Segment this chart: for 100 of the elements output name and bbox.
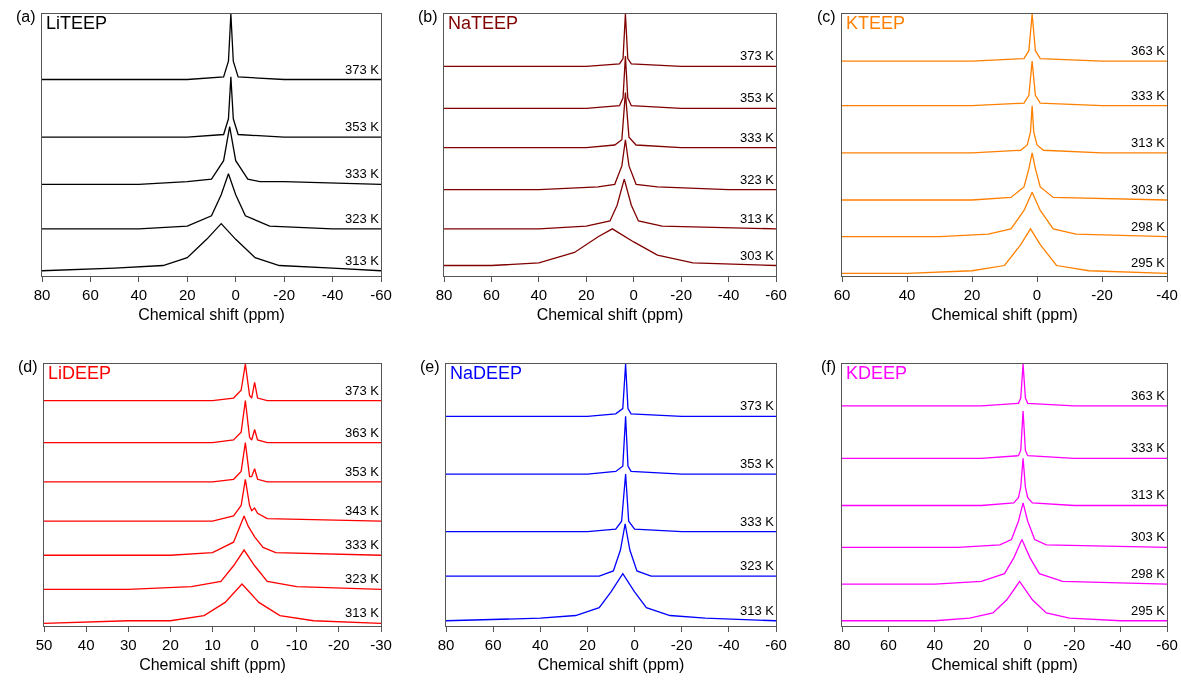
- x-tick-label: -10: [285, 636, 308, 654]
- series-label: 313 K: [740, 603, 775, 618]
- x-tick-label: 20: [579, 636, 596, 654]
- series-label: 333 K: [345, 166, 380, 181]
- series-label: 298 K: [1131, 566, 1166, 581]
- x-tick-label: -30: [370, 636, 392, 654]
- series-label: 333 K: [1131, 440, 1166, 455]
- text: (a): [16, 8, 36, 25]
- series-label: 313 K: [1131, 135, 1166, 150]
- series-label: 313 K: [345, 605, 380, 620]
- series-label: 373 K: [345, 383, 380, 398]
- series-label: 323 K: [345, 211, 380, 226]
- text: (d): [18, 358, 38, 375]
- chart-title: KTEEP: [846, 12, 906, 33]
- x-tick-label: 20: [963, 286, 981, 304]
- x-tick-label: 0: [629, 286, 638, 304]
- series-label: 363 K: [1131, 388, 1166, 403]
- series-label: 323 K: [740, 172, 775, 187]
- x-tick-label: 40: [898, 286, 916, 304]
- series-label: 363 K: [1131, 43, 1166, 58]
- x-tick-label: 20: [972, 636, 990, 654]
- series-label: 295 K: [1131, 255, 1166, 270]
- chart-title: LiDEEP: [48, 362, 112, 383]
- x-tick-label: 40: [530, 286, 548, 304]
- x-tick-label: 40: [130, 286, 148, 304]
- x-axis-title: Chemical shift (ppm): [931, 655, 1078, 673]
- x-tick-label: 60: [484, 636, 502, 654]
- x-tick-label: 0: [630, 636, 639, 654]
- x-tick-label: 10: [204, 636, 221, 654]
- series-label: 353 K: [345, 464, 380, 479]
- series-label: 313 K: [740, 211, 775, 226]
- x-axis-title: Chemical shift (ppm): [138, 305, 285, 323]
- series-label: 363 K: [345, 425, 380, 440]
- x-tick-label: -60: [370, 286, 392, 304]
- series-label: 333 K: [345, 537, 380, 552]
- series-label: 303 K: [740, 248, 775, 263]
- x-tick-label: -20: [1091, 286, 1113, 304]
- x-tick-label: 40: [77, 636, 95, 654]
- x-tick-label: -60: [765, 286, 787, 304]
- x-tick-label: 20: [577, 286, 595, 304]
- x-axis-title: Chemical shift (ppm): [139, 655, 286, 673]
- series-label: 353 K: [345, 119, 380, 134]
- x-axis-title: Chemical shift (ppm): [536, 305, 684, 323]
- series-label: 353 K: [740, 90, 775, 105]
- text: (e): [420, 358, 440, 375]
- series-label: 313 K: [1131, 487, 1166, 502]
- x-tick-label: 80: [33, 286, 51, 304]
- text: (f): [821, 358, 837, 375]
- x-tick-label: -20: [328, 636, 350, 654]
- series-label: 333 K: [740, 130, 775, 145]
- x-tick-label: -40: [1109, 636, 1132, 654]
- series-label: 373 K: [740, 398, 775, 413]
- x-tick-label: 60: [880, 636, 897, 654]
- series-label: 333 K: [740, 514, 775, 529]
- x-tick-label: -20: [1063, 636, 1085, 654]
- x-tick-label: 20: [178, 286, 196, 304]
- x-tick-label: -40: [321, 286, 344, 304]
- x-tick-label: 50: [35, 636, 53, 654]
- series-label: 323 K: [740, 558, 775, 573]
- x-tick-label: 80: [435, 286, 453, 304]
- x-tick-label: 60: [483, 286, 500, 304]
- x-tick-label: 20: [162, 636, 179, 654]
- x-tick-label: -20: [273, 286, 295, 304]
- series-label: 373 K: [740, 48, 775, 63]
- x-tick-label: 30: [119, 636, 137, 654]
- x-axis-title: Chemical shift (ppm): [537, 655, 685, 673]
- x-axis-title: Chemical shift (ppm): [931, 305, 1078, 323]
- series-label: 333 K: [1131, 88, 1166, 103]
- text: (b): [418, 8, 438, 25]
- x-tick-label: -40: [1156, 286, 1178, 304]
- x-tick-label: 0: [1023, 636, 1032, 654]
- x-tick-label: 40: [926, 636, 944, 654]
- chart-title: NaDEEP: [450, 362, 523, 383]
- series-label: 373 K: [345, 62, 380, 77]
- text: (c): [817, 8, 836, 25]
- x-tick-label: -60: [765, 636, 787, 654]
- series-label: 303 K: [1131, 182, 1166, 197]
- x-tick-label: -40: [717, 286, 740, 304]
- chart-title: NaTEEP: [448, 12, 519, 33]
- x-tick-label: -40: [718, 636, 740, 654]
- series-label: 353 K: [740, 456, 775, 471]
- series-label: 323 K: [345, 571, 380, 586]
- x-tick-label: -60: [1156, 636, 1178, 654]
- x-tick-label: -20: [670, 286, 692, 304]
- x-tick-label: -20: [670, 636, 693, 654]
- series-label: 303 K: [1131, 529, 1166, 544]
- series-label: 313 K: [345, 253, 380, 268]
- series-label: 298 K: [1131, 219, 1166, 234]
- x-tick-label: 80: [437, 636, 455, 654]
- series-label: 295 K: [1131, 603, 1166, 618]
- x-tick-label: 0: [231, 286, 240, 304]
- chart-title: KDEEP: [846, 362, 908, 383]
- x-tick-label: 80: [833, 636, 851, 654]
- series-label: 343 K: [345, 503, 380, 518]
- x-tick-label: 0: [250, 636, 259, 654]
- chart-title: LiTEEP: [46, 12, 108, 33]
- x-tick-label: 60: [833, 286, 851, 304]
- x-tick-label: 40: [531, 636, 549, 654]
- x-tick-label: 0: [1032, 286, 1042, 304]
- x-tick-label: 60: [82, 286, 99, 304]
